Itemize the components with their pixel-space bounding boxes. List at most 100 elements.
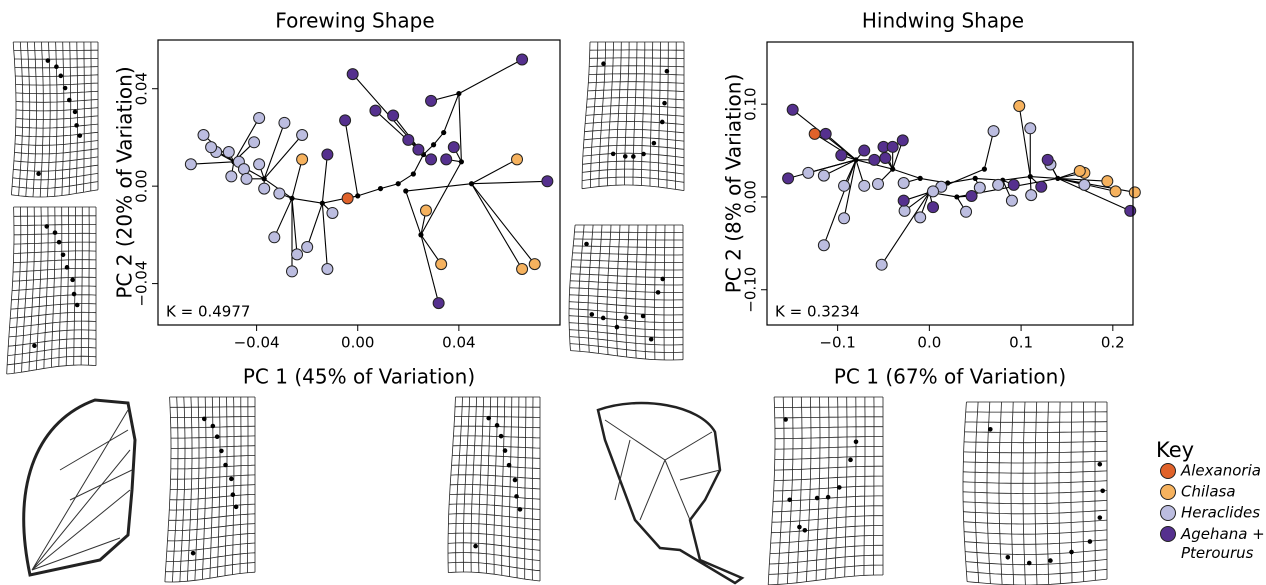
landmark [783, 417, 788, 422]
landmark [202, 417, 207, 422]
landmark [499, 434, 504, 439]
point [899, 205, 910, 216]
legend-swatch [1161, 527, 1176, 542]
landmark [848, 458, 853, 463]
landmark [507, 463, 512, 468]
grid-line [775, 407, 884, 408]
ancestral-node [418, 232, 423, 237]
point [517, 54, 528, 65]
landmark [514, 494, 519, 499]
point [274, 188, 285, 199]
landmark [234, 505, 239, 510]
landmark [1027, 561, 1032, 566]
ancestral-node [262, 176, 267, 181]
landmark [601, 61, 606, 66]
point [1079, 179, 1090, 190]
landmark [590, 312, 595, 317]
landmark [641, 152, 646, 157]
tree-branch [472, 181, 548, 183]
point [426, 95, 437, 106]
landmark [46, 58, 51, 63]
landmark [36, 171, 41, 176]
point [370, 105, 381, 116]
landmark [1048, 558, 1053, 563]
landmark [219, 449, 224, 454]
point [1006, 195, 1017, 206]
point [206, 142, 217, 153]
point [859, 180, 870, 191]
tree-branch [292, 198, 322, 203]
deformation-grid [165, 397, 255, 582]
point [887, 141, 898, 152]
point [421, 205, 432, 216]
point [388, 110, 399, 121]
landmark [53, 230, 58, 235]
point [1125, 205, 1136, 216]
landmark [1006, 555, 1011, 560]
landmark [191, 551, 196, 556]
ancestral-node [954, 194, 959, 199]
tree-branch [444, 94, 459, 133]
x-tick-label: 0.04 [442, 334, 475, 352]
point [928, 202, 939, 213]
point [448, 142, 459, 153]
x-axis-label: PC 1 (45% of Variation) [243, 365, 475, 389]
landmark [215, 434, 220, 439]
tree-branch [380, 184, 398, 189]
tree-branch [421, 162, 461, 235]
ancestral-node [431, 142, 436, 147]
landmark [803, 528, 808, 533]
annotation: K = 0.4977 [166, 303, 250, 321]
point [872, 178, 883, 189]
point [915, 212, 926, 223]
point [259, 183, 270, 194]
legend-label: Alexanoria [1180, 462, 1261, 480]
point [898, 178, 909, 189]
grid-line [455, 407, 540, 408]
point [897, 135, 908, 146]
tree-branch [472, 159, 518, 183]
landmark [652, 141, 657, 146]
tree-branch [1030, 177, 1058, 179]
point [342, 193, 353, 204]
point [297, 154, 308, 165]
point [1102, 176, 1113, 187]
chart-title: Hindwing Shape [862, 9, 1024, 33]
point [322, 149, 333, 160]
point [441, 154, 452, 165]
landmark [211, 424, 216, 429]
ancestral-node [973, 176, 978, 181]
ancestral-node [1055, 176, 1060, 181]
tree-branch [472, 184, 535, 264]
x-tick-label: 0.2 [1101, 334, 1125, 352]
ancestral-node [1028, 174, 1033, 179]
point [302, 242, 313, 253]
ancestral-node [459, 159, 464, 164]
point [198, 130, 209, 141]
deformation-grid [569, 225, 683, 360]
landmark [495, 423, 500, 428]
landmark [611, 152, 616, 157]
landmark [1088, 539, 1093, 544]
point [1014, 101, 1025, 112]
deformation-grid [963, 402, 1107, 585]
tree-branch [358, 189, 381, 196]
point [974, 182, 985, 193]
landmark [641, 314, 646, 319]
point [347, 69, 358, 80]
point [1025, 123, 1036, 134]
point [818, 170, 829, 181]
point [517, 263, 528, 274]
legend-swatch [1161, 464, 1176, 479]
x-axis-label: PC 1 (67% of Variation) [834, 365, 1066, 389]
legend-label: Agehana +Pterourus [1180, 525, 1265, 562]
landmark [1098, 462, 1103, 467]
point [249, 137, 260, 148]
tree-branch [322, 154, 327, 203]
point [426, 154, 437, 165]
landmark [513, 478, 518, 483]
landmark [660, 120, 665, 125]
grid-line [14, 216, 96, 217]
landmark [662, 101, 667, 106]
